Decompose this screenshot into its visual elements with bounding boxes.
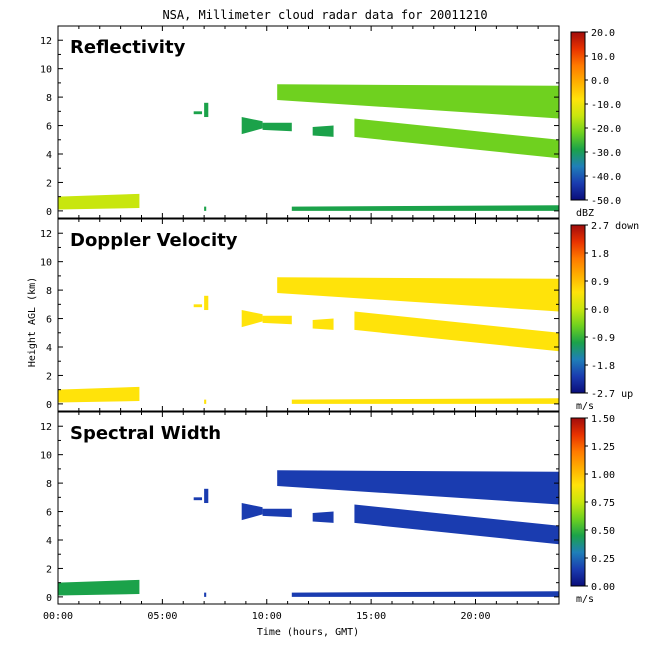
echo-region-10: [291, 205, 559, 211]
colorbar-tick-label: -40.0: [591, 172, 621, 183]
y-tick-label: 10: [40, 65, 52, 76]
y-tick-label: 2: [46, 178, 52, 189]
colorbar: [570, 417, 586, 587]
y-tick-label: 6: [46, 315, 52, 326]
colorbar-tick-label: 20.0: [591, 28, 615, 39]
echo-region-5: [262, 315, 292, 325]
echo-region-9: [204, 206, 207, 211]
echo-region-8: [354, 311, 559, 352]
echo-region-6: [277, 470, 559, 505]
colorbar-unit: m/s: [576, 594, 594, 605]
colorbar-unit: dBZ: [576, 208, 594, 219]
colorbar-tick-label: -2.7 up: [591, 389, 633, 400]
echo-region-7: [312, 511, 334, 523]
colorbar-tick-label: 1.00: [591, 470, 615, 481]
echo-region-10: [291, 591, 559, 597]
colorbar-tick-label: -50.0: [591, 196, 621, 207]
y-tick-label: 2: [46, 371, 52, 382]
echo-region-3: [204, 488, 209, 504]
colorbar-tick-label: 0.0: [591, 305, 609, 316]
echo-region-1: [58, 193, 140, 210]
panel-title: Reflectivity: [70, 37, 186, 58]
colorbar-tick-label: 0.50: [591, 526, 615, 537]
y-tick-label: 0: [46, 207, 52, 218]
echo-region-9: [204, 399, 207, 404]
y-tick-label: 10: [40, 451, 52, 462]
colorbar-tick-label: 1.50: [591, 414, 615, 425]
colorbar-tick-label: -10.0: [591, 100, 621, 111]
y-tick-label: 12: [40, 422, 52, 433]
echo-region-3: [204, 295, 209, 311]
y-tick-label: 10: [40, 258, 52, 269]
echo-region-5: [262, 122, 292, 132]
y-axis-title: Height AGL (km): [27, 277, 38, 367]
panel-title: Spectral Width: [70, 423, 221, 444]
echo-region-2: [193, 497, 203, 501]
echo-region-1: [58, 386, 140, 403]
colorbar: [570, 224, 586, 394]
y-tick-label: 0: [46, 593, 52, 604]
y-tick-label: 4: [46, 536, 52, 547]
colorbar-tick-label: 2.7 down: [591, 221, 639, 232]
echo-region-3: [204, 102, 209, 118]
x-tick-label: 10:00: [252, 611, 282, 622]
colorbar-tick-label: -20.0: [591, 124, 621, 135]
y-tick-label: 2: [46, 564, 52, 575]
echo-region-7: [312, 318, 334, 330]
echo-region-6: [277, 84, 559, 119]
colorbar-tick-label: 10.0: [591, 52, 615, 63]
colorbar-unit: m/s: [576, 401, 594, 412]
colorbar-tick-label: 0.0: [591, 76, 609, 87]
echo-region-1: [58, 579, 140, 596]
colorbar-tick-label: 0.75: [591, 498, 615, 509]
y-tick-label: 8: [46, 93, 52, 104]
panel-3: 0 2 4 6 8 10 12 Spectral Width 1.50 1.25 1.00 0.75 0…: [40, 411, 615, 605]
colorbar-tick-label: -30.0: [591, 148, 621, 159]
x-tick-label: 00:00: [43, 611, 73, 622]
echo-region-8: [354, 118, 559, 159]
echo-region-10: [291, 398, 559, 404]
echo-region-2: [193, 304, 203, 308]
x-tick-label: 05:00: [147, 611, 177, 622]
x-tick-label: 20:00: [460, 611, 490, 622]
panel-1: 0 2 4 6 8 10 12 Reflectivity 20.0 10.0 0.0 -10.0 -20…: [40, 25, 621, 219]
colorbar: [570, 31, 586, 201]
echo-region-4: [241, 503, 263, 521]
echo-region-2: [193, 111, 203, 115]
y-tick-label: 8: [46, 286, 52, 297]
echo-region-5: [262, 508, 292, 518]
colorbar-tick-label: 0.25: [591, 554, 615, 565]
echo-region-7: [312, 125, 334, 137]
x-axis-title: Time (hours, GMT): [257, 627, 359, 638]
colorbar-tick-label: -1.8: [591, 361, 615, 372]
y-tick-label: 4: [46, 343, 52, 354]
echo-region-8: [354, 504, 559, 545]
y-tick-label: 4: [46, 150, 52, 161]
panel-title: Doppler Velocity: [70, 230, 238, 251]
figure-title: NSA, Millimeter cloud radar data for 200…: [162, 8, 487, 22]
colorbar-tick-label: -0.9: [591, 333, 615, 344]
echo-region-4: [241, 117, 263, 135]
colorbar-tick-label: 0.00: [591, 582, 615, 593]
echo-region-6: [277, 277, 559, 312]
panel-2: 0 2 4 6 8 10 12 Doppler Velocity 2.7 down 1.8 0.9 0…: [40, 218, 639, 412]
y-tick-label: 12: [40, 36, 52, 47]
y-tick-label: 8: [46, 479, 52, 490]
y-tick-label: 6: [46, 508, 52, 519]
colorbar-tick-label: 1.25: [591, 442, 615, 453]
echo-region-4: [241, 310, 263, 328]
y-tick-label: 0: [46, 400, 52, 411]
colorbar-tick-label: 1.8: [591, 249, 609, 260]
x-tick-label: 15:00: [356, 611, 386, 622]
y-tick-label: 6: [46, 122, 52, 133]
colorbar-tick-label: 0.9: [591, 277, 609, 288]
y-tick-label: 12: [40, 229, 52, 240]
echo-region-9: [204, 592, 207, 597]
